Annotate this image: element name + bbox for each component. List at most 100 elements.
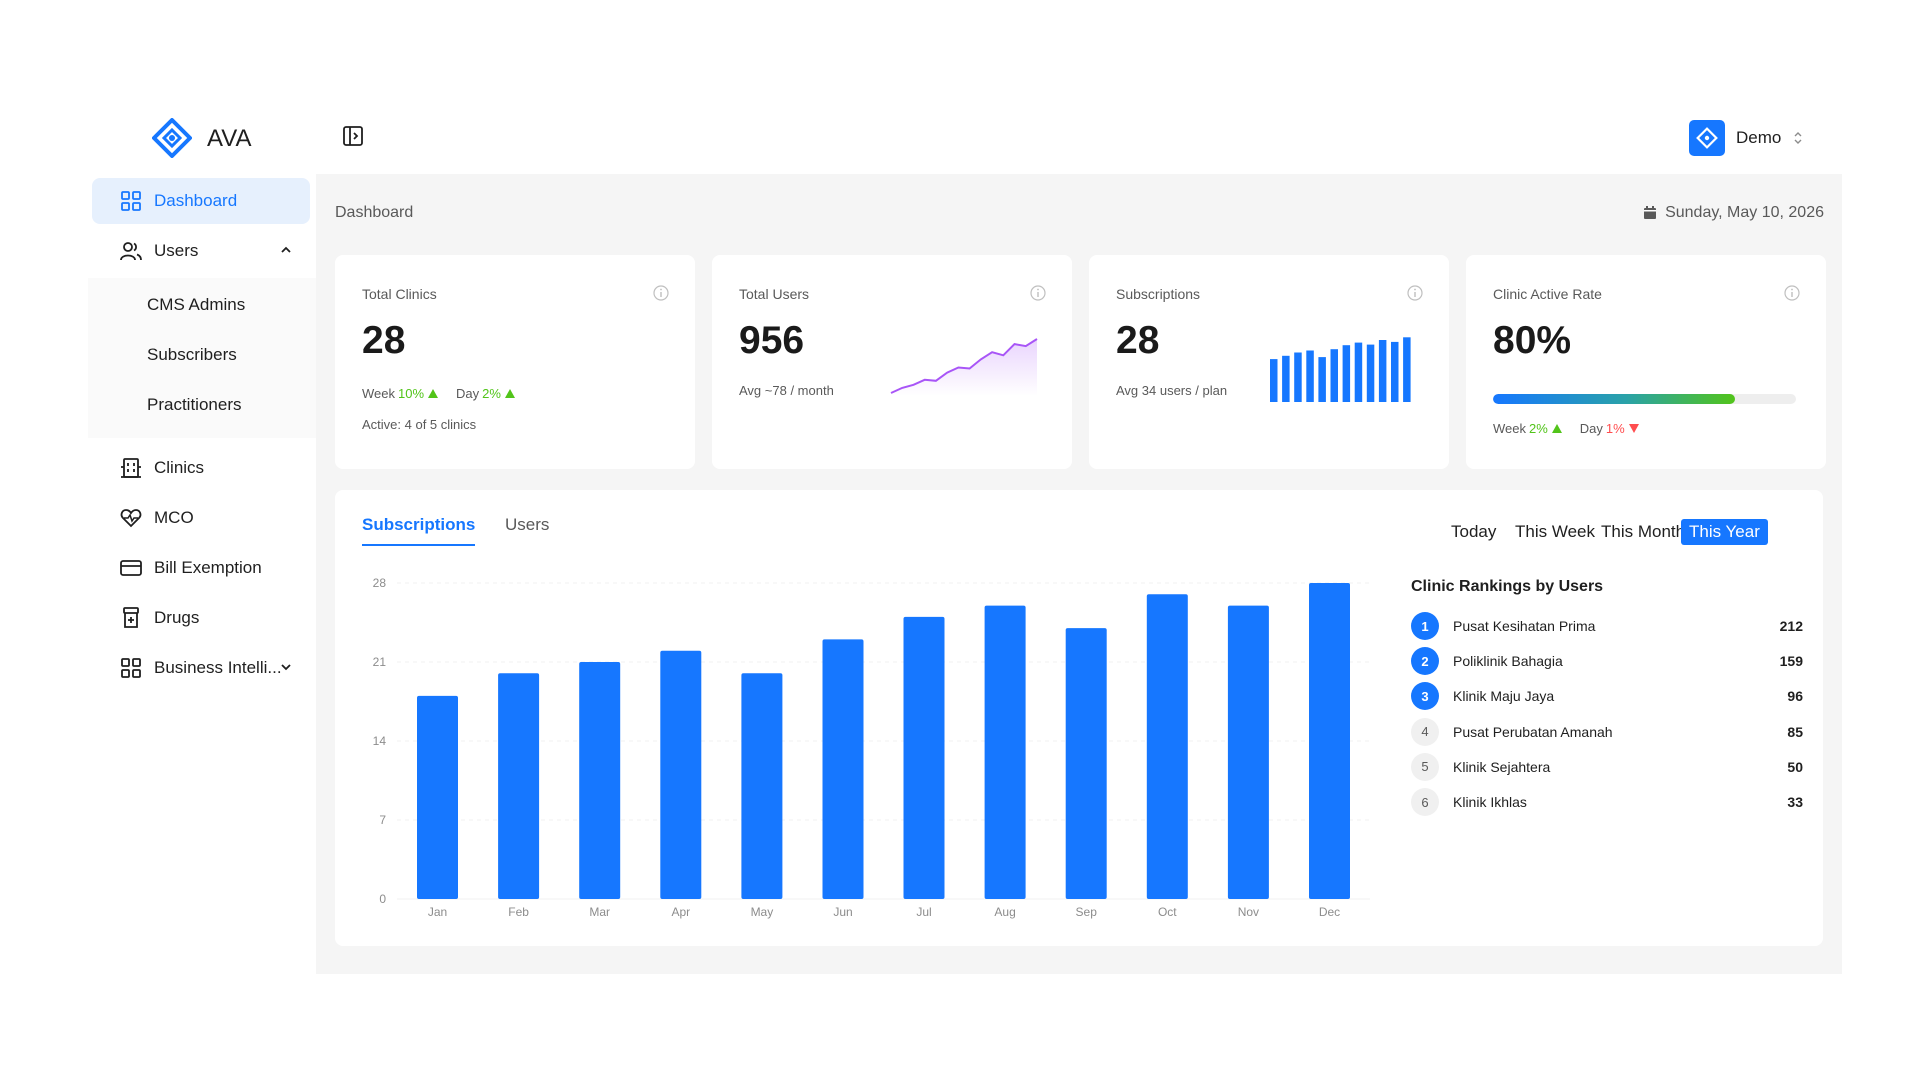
range-this-month[interactable]: This Month: [1601, 522, 1686, 541]
mini-bar: [1270, 359, 1278, 402]
x-tick-label: Jan: [428, 905, 447, 919]
sidebar-item-mco[interactable]: MCO: [92, 495, 310, 541]
mini-bar: [1318, 357, 1326, 402]
ava-logo-icon: [152, 118, 192, 158]
ranking-row: 3 Klinik Maju Jaya 96: [1411, 681, 1803, 711]
stat-value: 80%: [1493, 319, 1572, 362]
ranking-clinic-name: Klinik Ikhlas: [1453, 794, 1527, 810]
sidebar-item-business-intelligence[interactable]: Business Intelli...: [92, 645, 310, 691]
ranking-user-count: 96: [1787, 688, 1803, 705]
info-icon[interactable]: [1407, 285, 1423, 301]
trend-row: Week 2% Day 1%: [1493, 421, 1657, 436]
sidebar-item-bill-exemption[interactable]: Bill Exemption: [92, 545, 310, 591]
calendar-icon: [1644, 206, 1657, 219]
sidebar-item-label: Drugs: [154, 608, 200, 627]
chevron-up-icon: [281, 246, 291, 253]
submenu-item-cms-admins[interactable]: CMS Admins: [147, 295, 246, 314]
trend-week-label: Week: [362, 386, 395, 401]
dashboard-icon: [121, 191, 141, 211]
main-content: Dashboard Sunday, May 10, 2026 Total Cli…: [316, 174, 1842, 974]
bi-icon: [121, 658, 141, 678]
mini-bar: [1403, 337, 1411, 402]
y-tick-label: 14: [373, 734, 387, 748]
bar-mar: [579, 662, 621, 899]
tab-users[interactable]: Users: [505, 515, 550, 534]
stat-card-subscriptions: Subscriptions 28 Avg 34 users / plan: [1089, 255, 1449, 469]
stat-title: Subscriptions: [1116, 286, 1201, 302]
trend-day-label: Day: [456, 386, 480, 401]
rankings-title: Clinic Rankings by Users: [1411, 578, 1604, 595]
trend-week-label: Week: [1493, 421, 1526, 436]
stat-title: Total Users: [739, 286, 810, 302]
sidebar-item-clinics[interactable]: Clinics: [92, 445, 310, 491]
submenu-item-subscribers[interactable]: Subscribers: [147, 345, 237, 364]
range-this-week[interactable]: This Week: [1515, 522, 1595, 541]
stat-value: 28: [362, 319, 406, 362]
trend-day-label: Day: [1579, 421, 1603, 436]
x-tick-label: Nov: [1238, 905, 1259, 919]
ranking-user-count: 85: [1787, 723, 1803, 740]
sidebar-item-label: Users: [154, 241, 199, 260]
ranking-badge: 4: [1411, 717, 1439, 746]
stat-card-clinic-active-rate: Clinic Active Rate 80% Week 2% Day 1%: [1466, 255, 1826, 469]
ranking-clinic-name: Poliklinik Bahagia: [1453, 653, 1563, 670]
trend-row: Week 10% Day 2%: [362, 386, 533, 401]
triangle-down-icon: [1628, 424, 1639, 433]
ranking-badge: 6: [1411, 788, 1439, 816]
ranking-badge: 5: [1411, 752, 1439, 781]
bar-aug: [984, 605, 1026, 899]
sparkline-line: [890, 338, 1038, 394]
stat-avg: Avg ~78 / month: [739, 383, 834, 398]
y-tick-label: 0: [379, 892, 386, 906]
ranking-row: 1 Pusat Kesihatan Prima 212: [1411, 611, 1803, 641]
mini-bar: [1391, 341, 1399, 402]
x-tick-label: Oct: [1158, 905, 1177, 919]
submenu-item-practitioners[interactable]: Practitioners: [147, 395, 242, 414]
trend-week-value: 2%: [1529, 421, 1548, 436]
sidebar-item-dashboard[interactable]: Dashboard: [92, 178, 310, 224]
sidebar-item-drugs[interactable]: Drugs: [92, 595, 310, 641]
sidebar-item-users[interactable]: Users: [92, 228, 310, 274]
stat-active-clinics: Active: 4 of 5 clinics: [362, 417, 477, 432]
ranking-clinic-name: Pusat Kesihatan Prima: [1453, 618, 1596, 634]
x-tick-label: Mar: [589, 905, 610, 919]
info-icon[interactable]: [653, 285, 669, 301]
ranking-row: 5 Klinik Sejahtera 50: [1411, 752, 1803, 782]
triangle-up-icon: [504, 389, 515, 398]
x-tick-label: Jun: [833, 905, 852, 919]
subscriptions-bar-chart: 0 7 14 21 28 Jan Feb Mar Apr May Jun Jul Aug Sep Oct No…: [373, 576, 1370, 919]
users-sparkline: [890, 338, 1038, 396]
trend-day-value: 1%: [1605, 421, 1625, 436]
stat-title: Total Clinics: [362, 286, 437, 302]
users-icon: [120, 242, 142, 261]
mini-bar: [1294, 352, 1302, 402]
sparkline-area: [891, 339, 1037, 396]
triangle-up-icon: [1551, 424, 1562, 433]
trend-week-value: 10%: [398, 386, 425, 401]
clinics-icon: [121, 458, 141, 478]
range-today[interactable]: Today: [1451, 522, 1497, 541]
user-switcher[interactable]: Demo: [1689, 119, 1803, 157]
stat-title: Clinic Active Rate: [1493, 286, 1602, 302]
ranking-clinic-name: Klinik Sejahtera: [1453, 758, 1551, 775]
mini-bar: [1378, 340, 1387, 402]
x-tick-label: May: [751, 905, 774, 919]
heart-icon: [120, 509, 142, 528]
bar-sep: [1065, 628, 1107, 899]
bar-jun: [822, 639, 864, 899]
info-icon[interactable]: [1030, 285, 1046, 301]
ranking-badge: 1: [1411, 612, 1439, 640]
range-this-year[interactable]: This Year: [1681, 519, 1768, 545]
info-icon[interactable]: [1784, 285, 1800, 301]
bar-dec: [1309, 583, 1350, 899]
bar-jul: [903, 616, 945, 899]
stat-value: 956: [739, 319, 805, 362]
bar-feb: [498, 673, 540, 899]
x-tick-label: Aug: [994, 905, 1015, 919]
x-tick-label: Apr: [671, 905, 690, 919]
users-submenu: CMS Admins Subscribers Practitioners: [88, 278, 316, 438]
ranking-badge: 3: [1411, 682, 1439, 711]
card-icon: [120, 560, 142, 576]
tab-subscriptions[interactable]: Subscriptions: [362, 515, 476, 546]
sidebar-toggle-icon[interactable]: [342, 125, 364, 147]
